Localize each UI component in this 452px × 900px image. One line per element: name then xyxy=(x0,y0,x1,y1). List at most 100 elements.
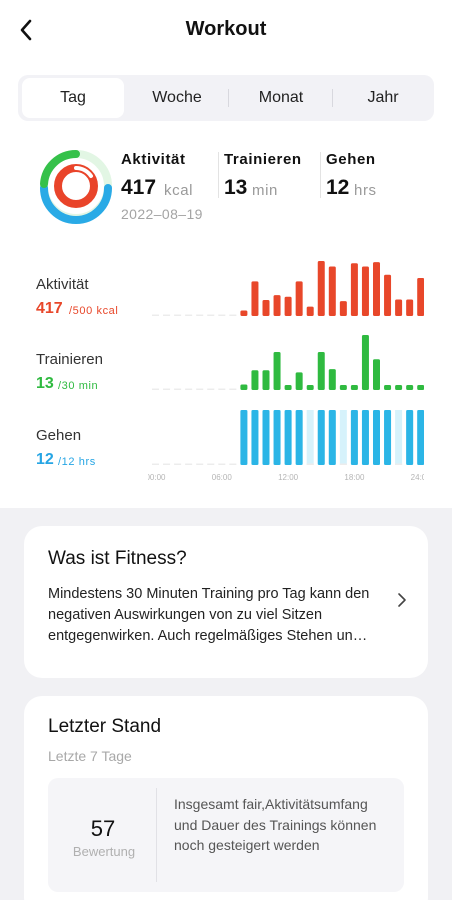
training-bar xyxy=(251,370,259,390)
activity-bar xyxy=(350,263,358,316)
summary-training-unit: min xyxy=(252,182,278,199)
walking-bar-empty xyxy=(395,463,403,465)
summary-walking-unit: hrs xyxy=(354,182,377,199)
training-bar xyxy=(284,385,292,390)
score-description: Insgesamt fair,Aktivitätsumfang und Daue… xyxy=(174,796,377,853)
tab-month[interactable]: Monat xyxy=(258,89,304,106)
walking-bar xyxy=(417,410,424,465)
training-bar-empty xyxy=(207,388,215,390)
fitness-card-text: Mindestens 30 Minuten Training pro Tag k… xyxy=(48,586,370,644)
walking-bar xyxy=(328,410,336,465)
daily-activity-chart: 00:00 06:00 12:00 18:00 24:00 xyxy=(148,261,424,482)
training-bar xyxy=(395,385,403,390)
walking-bar xyxy=(317,410,325,465)
summary-activity-label: Aktivität xyxy=(121,151,186,168)
activity-bar xyxy=(384,274,392,316)
chevron-right-icon[interactable] xyxy=(396,590,408,610)
training-bar xyxy=(384,385,392,390)
activity-bar-empty xyxy=(185,314,193,316)
training-bar xyxy=(361,335,369,390)
x-tick-label: 24:00 xyxy=(411,473,424,482)
training-bar xyxy=(339,385,347,390)
row-activity-label: Aktivität xyxy=(36,276,89,293)
tab-year[interactable]: Jahr xyxy=(367,89,399,106)
activity-bar xyxy=(306,306,314,316)
walking-bar xyxy=(251,410,259,465)
chevron-left-icon xyxy=(20,19,32,41)
summary-walking-value: 12 xyxy=(326,176,350,199)
tab-day[interactable]: Tag xyxy=(22,78,124,118)
training-bar-empty xyxy=(196,388,204,390)
activity-bar-empty xyxy=(218,314,226,316)
training-bar-empty xyxy=(163,388,171,390)
tab-week[interactable]: Woche xyxy=(152,89,202,106)
walking-bar-empty xyxy=(229,463,237,465)
walking-bar xyxy=(384,410,392,465)
training-bar xyxy=(240,384,248,390)
activity-bar xyxy=(295,281,303,316)
walking-bar-empty xyxy=(207,463,215,465)
activity-bar xyxy=(417,278,424,316)
fitness-info-card[interactable]: Was ist Fitness? Mindestens 30 Minuten T… xyxy=(24,526,428,678)
walking-bar-empty xyxy=(196,463,204,465)
training-bar xyxy=(295,372,303,390)
training-bar xyxy=(417,385,424,390)
walking-bar-bg xyxy=(339,410,347,465)
activity-bar-empty xyxy=(174,314,182,316)
activity-bar xyxy=(395,299,403,316)
fitness-card-title: Was ist Fitness? xyxy=(48,548,187,569)
header: Workout xyxy=(0,0,452,60)
activity-bar xyxy=(284,296,292,316)
walking-bar xyxy=(273,410,281,465)
walking-bar-bg xyxy=(395,410,403,465)
activity-bar xyxy=(406,299,414,316)
walking-bar-empty xyxy=(306,463,314,465)
walking-bar xyxy=(406,410,414,465)
summary-divider xyxy=(218,152,219,198)
summary-divider xyxy=(320,152,321,198)
tab-divider xyxy=(228,89,229,107)
training-bar xyxy=(350,385,358,390)
activity-bar xyxy=(273,295,281,316)
activity-bar xyxy=(373,262,380,316)
training-bar-empty xyxy=(229,388,237,390)
training-bar-empty xyxy=(174,388,182,390)
activity-bar xyxy=(262,300,270,316)
status-card-title: Letzter Stand xyxy=(48,716,162,737)
activity-bar-empty xyxy=(152,314,159,316)
period-tabs: Tag Woche Monat Jahr xyxy=(18,75,434,121)
summary-date: 2022–08–19 xyxy=(121,206,203,222)
summary-training-label: Trainieren xyxy=(224,151,302,168)
training-bar xyxy=(406,385,414,390)
walking-bar xyxy=(240,410,248,465)
walking-bar xyxy=(361,410,369,465)
back-button[interactable] xyxy=(14,14,44,46)
training-bar xyxy=(328,369,336,390)
walking-bar xyxy=(373,410,380,465)
page-title: Workout xyxy=(185,18,267,40)
score-box: 57 Bewertung Insgesamt fair,Aktivitätsum… xyxy=(48,778,404,892)
score-value: 57 xyxy=(90,816,116,841)
x-tick-label: 00:00 xyxy=(148,473,166,482)
training-bar-empty xyxy=(185,388,193,390)
row-activity-value: 417 xyxy=(36,300,63,317)
summary-walking-label: Gehen xyxy=(326,151,376,168)
activity-bar-empty xyxy=(163,314,171,316)
walking-bar xyxy=(284,410,292,465)
walking-bar-empty xyxy=(185,463,193,465)
activity-bar xyxy=(339,301,347,316)
summary-training-value: 13 xyxy=(224,176,248,199)
training-bar-empty xyxy=(218,388,226,390)
row-walking-label: Gehen xyxy=(36,427,82,444)
activity-bar-empty xyxy=(229,314,237,316)
activity-bar xyxy=(328,266,336,316)
summary-activity-value: 417 xyxy=(121,176,157,199)
activity-rings-icon xyxy=(40,149,112,224)
walking-bar-empty xyxy=(218,463,226,465)
score-label: Bewertung xyxy=(72,844,136,859)
x-tick-label: 12:00 xyxy=(278,473,299,482)
score-divider xyxy=(156,788,157,882)
walking-bar-empty xyxy=(339,463,347,465)
walking-bar-bg xyxy=(306,410,314,465)
x-tick-label: 06:00 xyxy=(212,473,233,482)
